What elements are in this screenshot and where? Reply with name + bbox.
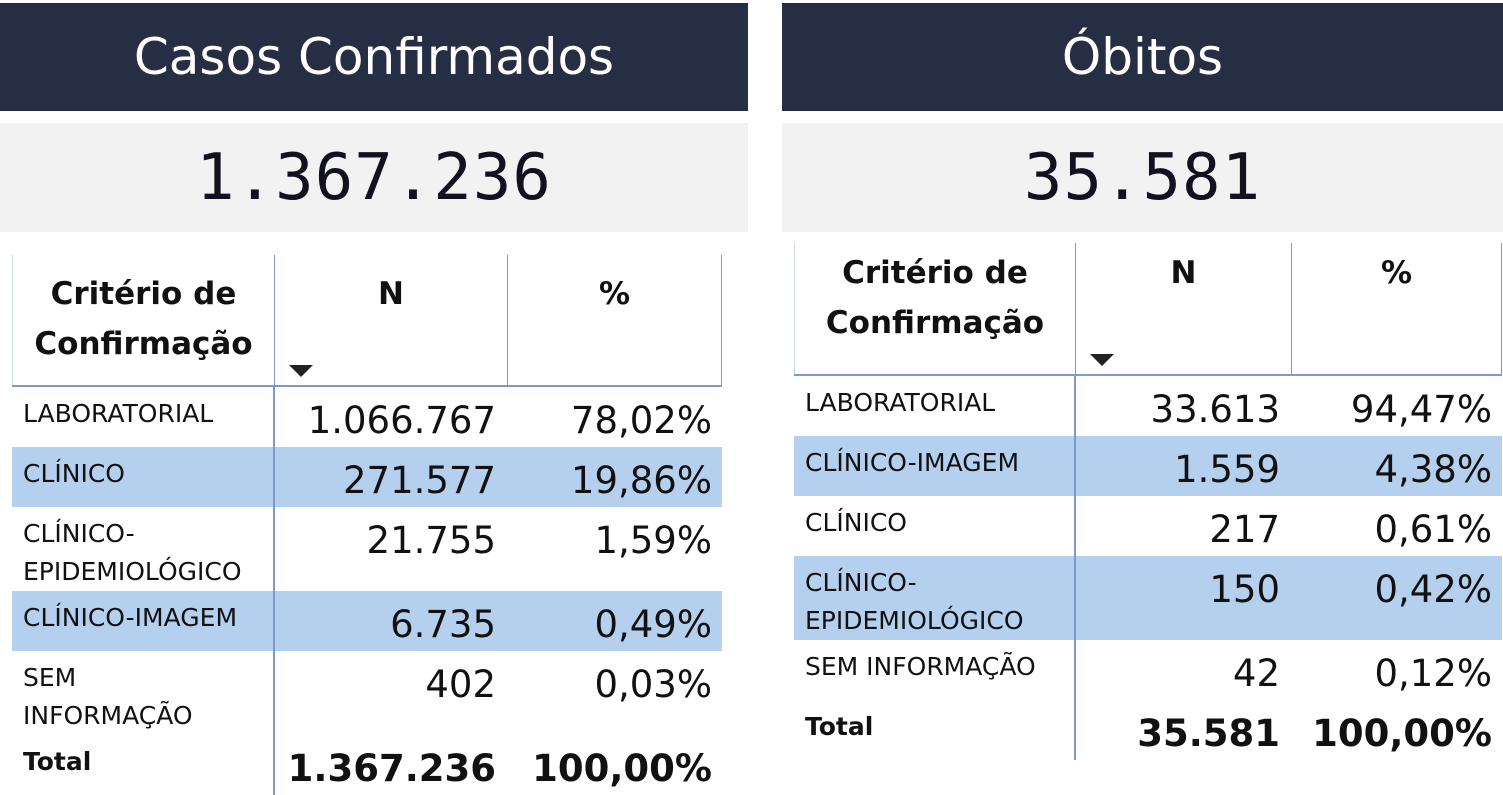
obitos-table: Critério de Confirmação N % LABORATORIAL… (794, 243, 1502, 760)
row-pct: 78,02% (570, 399, 712, 442)
header-n-label: N (1170, 255, 1197, 291)
sort-desc-icon[interactable] (289, 365, 313, 377)
row-n: 271.577 (342, 459, 496, 502)
sort-desc-icon[interactable] (1090, 354, 1114, 366)
total-label: Total (794, 700, 1076, 760)
row-pct: 0,03% (594, 663, 712, 706)
casos-total-card: 1.367.236 (0, 123, 748, 232)
row-n: 21.755 (366, 519, 496, 562)
row-criterio: LABORATORIAL (794, 376, 1076, 436)
casos-title: Casos Confirmados (0, 3, 748, 111)
table-row[interactable]: CLÍNICO 217 0,61% (794, 496, 1502, 556)
row-pct: 0,12% (1374, 652, 1492, 695)
row-criterio: SEM INFORMAÇÃO (794, 640, 1076, 700)
obitos-total-card: 35.581 (782, 123, 1503, 232)
row-criterio: SEM INFORMAÇÃO (12, 651, 275, 735)
table-row[interactable]: LABORATORIAL 33.613 94,47% (794, 376, 1502, 436)
row-criterio: CLÍNICO (12, 447, 275, 507)
total-pct: 100,00% (1312, 712, 1492, 755)
row-criterio: LABORATORIAL (12, 387, 275, 447)
row-pct: 0,61% (1374, 508, 1492, 551)
total-n: 1.367.236 (287, 747, 496, 790)
table-row[interactable]: SEM INFORMAÇÃO 42 0,12% (794, 640, 1502, 700)
header-criterio[interactable]: Critério de Confirmação (12, 255, 275, 385)
row-criterio: CLÍNICO- EPIDEMIOLÓGICO (794, 556, 1076, 640)
obitos-table-header: Critério de Confirmação N % (794, 243, 1502, 376)
table-row[interactable]: LABORATORIAL 1.066.767 78,02% (12, 387, 722, 447)
row-n: 42 (1232, 652, 1280, 695)
header-n[interactable]: N (1076, 243, 1292, 374)
header-criterio[interactable]: Critério de Confirmação (794, 243, 1076, 374)
row-pct: 94,47% (1350, 388, 1492, 431)
row-n: 6.735 (390, 603, 496, 646)
table-total-row: Total 1.367.236 100,00% (12, 735, 722, 795)
table-row[interactable]: CLÍNICO-IMAGEM 6.735 0,49% (12, 591, 722, 651)
table-row[interactable]: CLÍNICO- EPIDEMIOLÓGICO 150 0,42% (794, 556, 1502, 640)
casos-table-header: Critério de Confirmação N % (12, 255, 722, 387)
header-n-label: N (378, 276, 404, 312)
casos-table: Critério de Confirmação N % LABORATORIAL… (12, 255, 722, 795)
row-pct: 0,49% (594, 603, 712, 646)
row-n: 402 (425, 663, 496, 706)
row-criterio: CLÍNICO-IMAGEM (794, 436, 1076, 496)
table-row[interactable]: CLÍNICO-IMAGEM 1.559 4,38% (794, 436, 1502, 496)
row-pct: 1,59% (594, 519, 712, 562)
table-row[interactable]: CLÍNICO- EPIDEMIOLÓGICO 21.755 1,59% (12, 507, 722, 591)
row-n: 150 (1209, 568, 1280, 611)
row-n: 33.613 (1150, 388, 1280, 431)
row-criterio: CLÍNICO-IMAGEM (12, 591, 275, 651)
total-label: Total (12, 735, 275, 795)
row-pct: 19,86% (570, 459, 712, 502)
header-pct[interactable]: % (1292, 243, 1502, 374)
row-pct: 0,42% (1374, 568, 1492, 611)
table-row[interactable]: CLÍNICO 271.577 19,86% (12, 447, 722, 507)
row-n: 217 (1209, 508, 1280, 551)
header-n[interactable]: N (275, 255, 508, 385)
row-n: 1.559 (1174, 448, 1280, 491)
table-row[interactable]: SEM INFORMAÇÃO 402 0,03% (12, 651, 722, 735)
row-pct: 4,38% (1374, 448, 1492, 491)
total-n: 35.581 (1137, 712, 1280, 755)
row-criterio: CLÍNICO- EPIDEMIOLÓGICO (12, 507, 275, 591)
obitos-title: Óbitos (782, 3, 1503, 111)
row-criterio: CLÍNICO (794, 496, 1076, 556)
row-n: 1.066.767 (307, 399, 496, 442)
total-pct: 100,00% (532, 747, 712, 790)
table-total-row: Total 35.581 100,00% (794, 700, 1502, 760)
header-pct[interactable]: % (508, 255, 722, 385)
